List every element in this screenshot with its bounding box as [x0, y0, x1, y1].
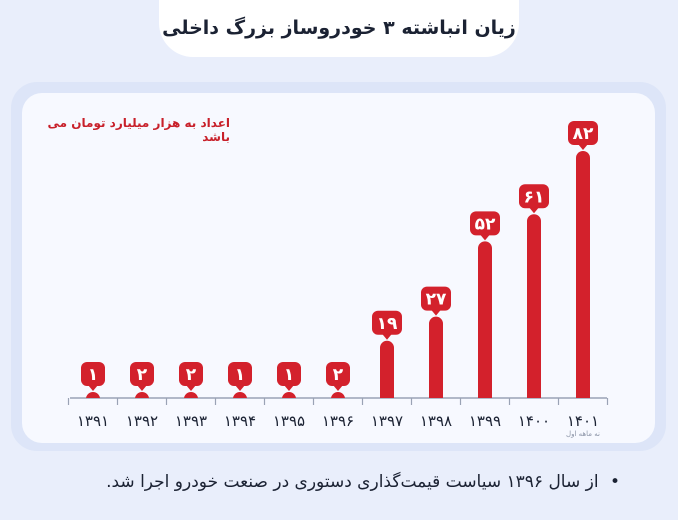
value-badge-pointer: [137, 384, 147, 391]
category-label: ۱۳۹۷: [371, 412, 403, 430]
category-label: ۱۳۹۵: [273, 412, 305, 430]
value-label: ۸۲: [573, 124, 594, 144]
category-label: ۱۳۹۴: [224, 412, 256, 430]
value-badge: [277, 362, 301, 386]
value-label: ۱: [284, 365, 294, 385]
category-label: ۱۳۹۹: [469, 412, 501, 430]
value-badge: [179, 361, 203, 386]
bar: [233, 392, 247, 399]
bar: [576, 151, 590, 398]
category-label: ۱۳۹۶: [322, 412, 354, 430]
bar: [478, 241, 493, 398]
value-badge-pointer: [382, 333, 392, 340]
value-label: ۲: [137, 365, 148, 385]
value-label: ۲۷: [426, 290, 447, 310]
category-label: ۱۳۹۱: [77, 412, 109, 430]
value-badge: [568, 121, 598, 145]
value-label: ۱۹: [377, 314, 398, 334]
value-badge-pointer: [186, 384, 196, 391]
unit-note: اعداد به هزار میلیارد تومان می باشد: [47, 116, 230, 144]
value-badge: [372, 310, 402, 335]
bar: [282, 392, 296, 399]
category-label: ۱۳۹۲: [126, 412, 158, 430]
bar: [86, 392, 100, 399]
value-badge: [519, 184, 549, 209]
value-badge: [421, 286, 451, 311]
value-badge: [326, 361, 350, 386]
value-badge-pointer: [480, 234, 490, 241]
page-title: زیان انباشته ۳ خودروساز بزرگ داخلی: [162, 16, 516, 39]
value-label: ۶۱: [524, 187, 545, 207]
bar: [135, 391, 149, 399]
value-badge: [130, 361, 154, 386]
value-badge-pointer: [235, 385, 245, 391]
bar: [380, 340, 394, 398]
category-label: ۱۳۹۳: [175, 412, 207, 430]
value-label: ۱: [235, 365, 245, 385]
value-badge-pointer: [284, 385, 294, 391]
value-badge: [228, 362, 252, 386]
value-badge-pointer: [578, 144, 588, 150]
value-badge-pointer: [529, 207, 539, 214]
value-badge-pointer: [333, 384, 343, 391]
category-note: نه ماهه اول: [566, 430, 600, 438]
category-label: ۱۴۰۱: [567, 412, 599, 430]
value-badge-pointer: [431, 309, 441, 316]
value-label: ۲: [186, 365, 197, 385]
value-badge: [81, 362, 105, 386]
title-pill: زیان انباشته ۳ خودروساز بزرگ داخلی: [159, 0, 519, 57]
value-badge: [470, 211, 500, 236]
category-label: ۱۴۰۰: [518, 412, 550, 430]
bar: [429, 316, 443, 398]
value-label: ۱: [88, 365, 98, 385]
footnote-text: از سال ۱۳۹۶ سیاست قیمت‌گذاری دستوری در ص…: [106, 472, 599, 492]
bar: [184, 391, 198, 399]
value-badge-pointer: [88, 385, 98, 391]
category-label: ۱۳۹۸: [420, 412, 452, 430]
value-label: ۵۲: [475, 214, 496, 234]
bar: [331, 391, 345, 399]
value-label: ۲: [333, 365, 344, 385]
bullet-icon: •: [609, 472, 620, 492]
footnote: • از سال ۱۳۹۶ سیاست قیمت‌گذاری دستوری در…: [60, 472, 620, 492]
bar: [527, 214, 541, 398]
